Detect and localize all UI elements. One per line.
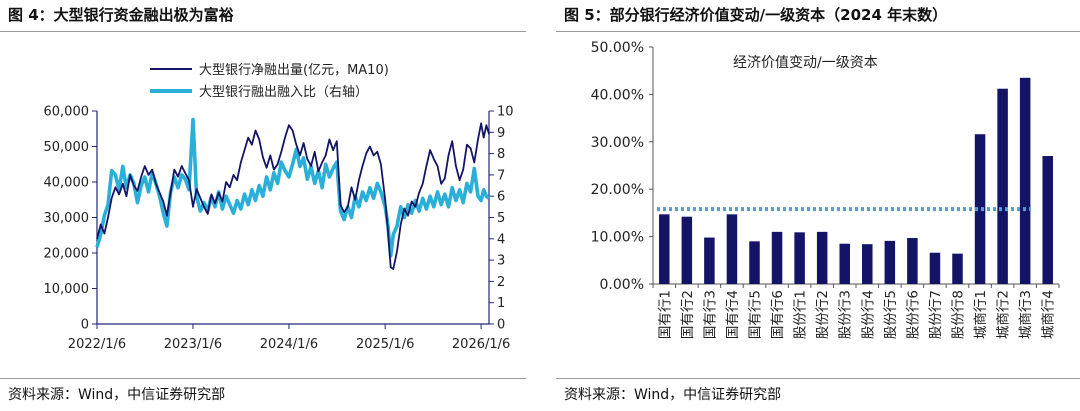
bar-chart: 0.00% 10.00% 20.00% 30.00% 40.00% 50.00% 国有行1 国… bbox=[591, 40, 1060, 339]
right-y-tick-label: 9 bbox=[497, 126, 505, 141]
y-tick-label: 50.00% bbox=[591, 40, 644, 56]
x-tick-label: 国有行5 bbox=[748, 290, 764, 339]
legend-label-2: 大型银行融出融入比（右轴） bbox=[199, 85, 368, 100]
x-tick-label: 2022/1/6 bbox=[68, 337, 126, 352]
x-tick-label: 2026/1/6 bbox=[452, 337, 510, 352]
left-y-tick-label: 0 bbox=[81, 318, 89, 333]
legend-label-1: 大型银行净融出量(亿元，MA10) bbox=[199, 63, 389, 78]
x-tick-label: 国有行6 bbox=[770, 290, 786, 339]
bar bbox=[1042, 156, 1053, 284]
left-y-tick-label: 20,000 bbox=[44, 247, 90, 262]
bar bbox=[659, 214, 670, 284]
x-tick-label: 国有行2 bbox=[680, 290, 696, 339]
line-chart: 0 10,000 20,000 30,000 40,000 50,000 60,000 0 1 2… bbox=[44, 63, 514, 352]
right-chart-title: 图 5：部分银行经济价值变动/一级资本（2024 年末数） bbox=[564, 6, 948, 24]
x-tick-label: 城商行3 bbox=[1018, 290, 1034, 339]
series-net-lending-line bbox=[96, 122, 490, 270]
left-source-rule bbox=[0, 378, 526, 379]
right-y-tick-label: 6 bbox=[497, 190, 505, 205]
left-y-tick-label: 40,000 bbox=[44, 176, 90, 191]
x-tick-label: 国有行1 bbox=[657, 290, 673, 339]
bar bbox=[1019, 77, 1031, 284]
x-tick-label: 股份行8 bbox=[951, 290, 967, 339]
bar bbox=[771, 231, 783, 284]
left-chart-panel: 图 4：大型银行资金融出极为富裕 0 10,000 20,000 30,000 40,0… bbox=[0, 0, 526, 411]
right-y-tick-label: 4 bbox=[497, 232, 505, 247]
right-chart-panel: 图 5：部分银行经济价值变动/一级资本（2024 年末数） 0.00% 10.00… bbox=[556, 0, 1080, 411]
right-y-tick-label: 3 bbox=[497, 254, 505, 269]
right-y-tick-label: 0 bbox=[497, 318, 505, 333]
x-tick-label: 股份行4 bbox=[860, 290, 876, 339]
bar bbox=[704, 237, 715, 284]
x-tick-label: 城商行4 bbox=[1041, 290, 1057, 339]
y-tick-label: 20.00% bbox=[591, 182, 644, 198]
bar bbox=[816, 231, 828, 284]
x-tick-label: 股份行3 bbox=[838, 290, 854, 339]
left-chart-source: 资料来源：Wind，中信证券研究部 bbox=[8, 387, 226, 403]
x-tick-label: 股份行2 bbox=[815, 290, 831, 339]
bar bbox=[929, 252, 941, 284]
left-y-tick-label: 10,000 bbox=[44, 282, 90, 297]
bar bbox=[862, 244, 873, 284]
bar bbox=[749, 241, 760, 284]
right-source-rule bbox=[556, 378, 1080, 379]
x-tick-label: 2024/1/6 bbox=[260, 337, 318, 352]
right-title-rule bbox=[556, 31, 1080, 32]
right-y-tick-label: 5 bbox=[497, 211, 505, 226]
bar bbox=[839, 243, 850, 284]
y-tick-label: 40.00% bbox=[591, 87, 644, 103]
bar bbox=[907, 238, 918, 284]
left-chart-title: 图 4：大型银行资金融出极为富裕 bbox=[8, 6, 234, 24]
left-y-tick-label: 60,000 bbox=[44, 105, 90, 120]
bar bbox=[952, 253, 963, 284]
bar bbox=[884, 240, 896, 284]
right-y-tick-label: 2 bbox=[497, 275, 505, 290]
y-tick-label: 0.00% bbox=[600, 277, 644, 293]
x-tick-label: 国有行3 bbox=[702, 290, 718, 339]
x-tick-label: 城商行2 bbox=[996, 290, 1012, 339]
series-ratio-line bbox=[95, 117, 491, 258]
x-tick-label: 股份行1 bbox=[793, 290, 809, 339]
bar bbox=[997, 88, 1008, 284]
right-chart-source: 资料来源：Wind，中信证券研究部 bbox=[564, 387, 782, 403]
bar bbox=[681, 216, 693, 284]
x-tick-label: 2025/1/6 bbox=[356, 337, 414, 352]
x-tick-label: 国有行4 bbox=[725, 290, 741, 339]
bar bbox=[974, 134, 986, 284]
y-tick-label: 30.00% bbox=[591, 135, 644, 151]
x-tick-label: 股份行7 bbox=[928, 290, 944, 339]
bar bbox=[794, 232, 805, 284]
bar bbox=[726, 214, 738, 284]
right-y-tick-label: 1 bbox=[497, 296, 505, 311]
right-y-tick-label: 10 bbox=[497, 105, 514, 120]
y-tick-label: 10.00% bbox=[591, 230, 644, 246]
right-y-tick-label: 8 bbox=[497, 147, 505, 162]
left-y-tick-label: 50,000 bbox=[44, 140, 90, 155]
x-tick-label: 股份行6 bbox=[905, 290, 921, 339]
left-title-rule bbox=[0, 31, 526, 32]
chart-annotation: 经济价值变动/一级资本 bbox=[733, 55, 878, 71]
left-y-tick-label: 30,000 bbox=[44, 211, 90, 226]
right-y-tick-label: 7 bbox=[497, 168, 505, 183]
x-tick-label: 城商行1 bbox=[973, 290, 989, 339]
x-tick-label: 2023/1/6 bbox=[164, 337, 222, 352]
x-tick-label: 股份行5 bbox=[883, 290, 899, 339]
